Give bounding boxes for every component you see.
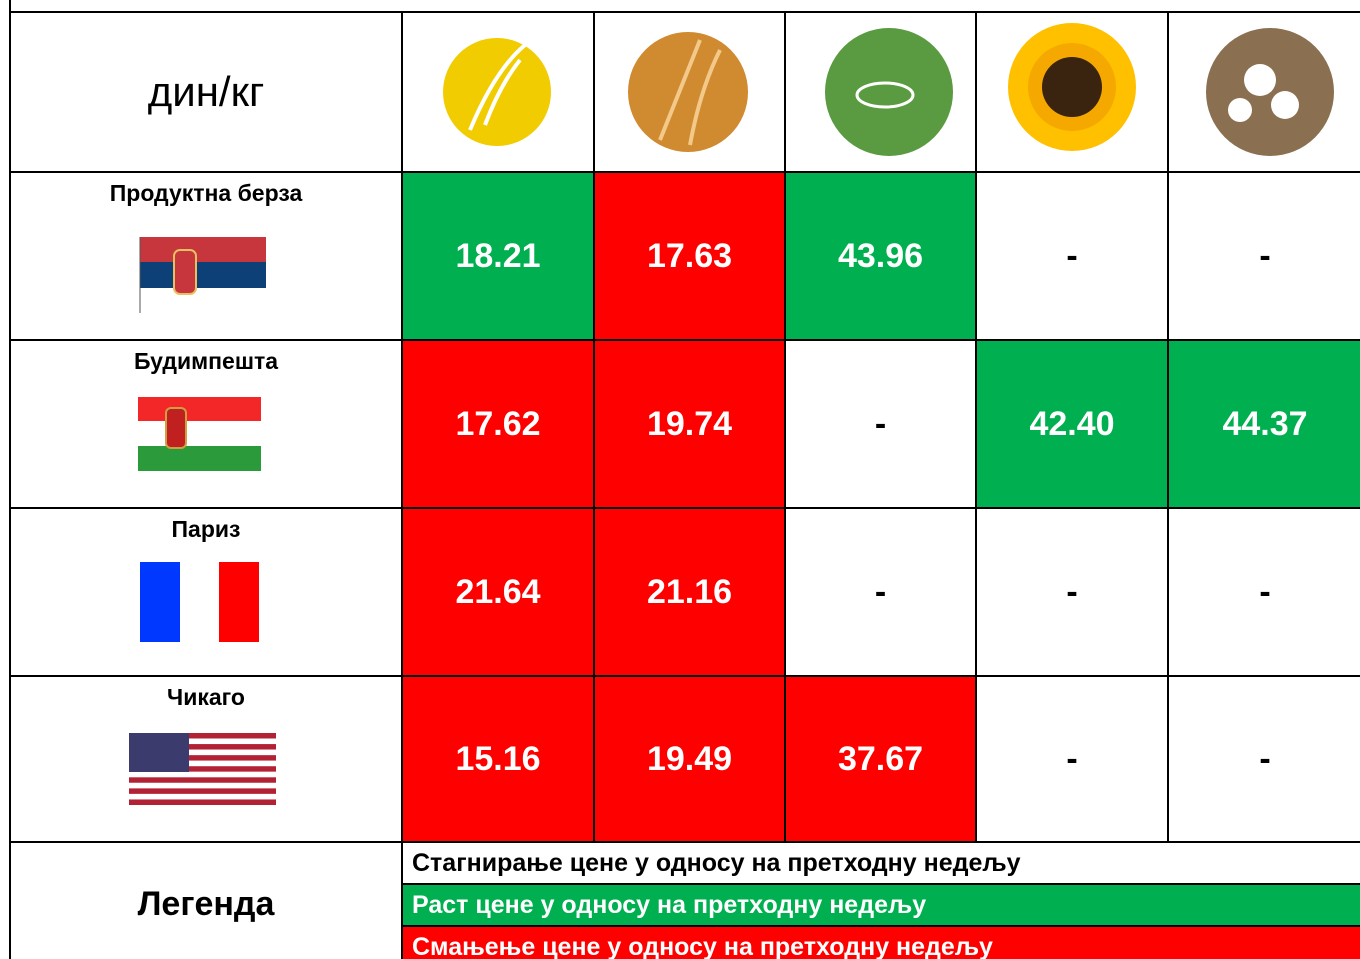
price-cell: 17.62 — [402, 340, 594, 508]
grid-line — [10, 11, 1360, 13]
grid-line — [10, 339, 1360, 341]
grid-line — [10, 507, 1360, 509]
price-cell: 43.96 — [785, 172, 976, 340]
page: дин/кгПродуктна берза18.2117.6343.96--Бу… — [0, 0, 1360, 959]
price-cell: 21.16 — [594, 508, 785, 676]
price-cell: - — [1168, 172, 1360, 340]
price-cell: 19.74 — [594, 340, 785, 508]
grid-line — [784, 12, 786, 842]
legend-item: Раст цене у односу на претходну недељу — [402, 884, 1360, 926]
grid-line — [10, 675, 1360, 677]
hungary-flag — [138, 397, 261, 471]
legend-item: Стагнирање цене у односу на претходну не… — [402, 842, 1360, 884]
grid-line — [975, 12, 977, 842]
wheat-icon — [628, 32, 748, 152]
grid-line — [10, 171, 1360, 173]
legend-title: Легенда — [10, 842, 402, 959]
grid-line — [401, 12, 403, 842]
price-cell: 15.16 — [402, 676, 594, 842]
price-cell: 21.64 — [402, 508, 594, 676]
price-cell: - — [976, 172, 1168, 340]
market-name: Париз — [10, 516, 402, 543]
usa-flag — [129, 733, 276, 805]
grid-line — [9, 0, 11, 959]
grid-line — [593, 12, 595, 842]
price-cell: 42.40 — [976, 340, 1168, 508]
price-cell: 19.49 — [594, 676, 785, 842]
grid-line — [401, 842, 403, 959]
price-cell: 44.37 — [1168, 340, 1360, 508]
grid-line — [402, 883, 1360, 885]
france-flag — [140, 562, 259, 642]
grid-line — [402, 925, 1360, 927]
unit-label: дин/кг — [10, 12, 402, 172]
price-cell: - — [976, 676, 1168, 842]
price-cell: 17.63 — [594, 172, 785, 340]
grid-line — [10, 841, 1360, 843]
serbia-flag — [140, 237, 266, 313]
grid-line — [1167, 12, 1169, 842]
price-cell: - — [785, 340, 976, 508]
price-cell: - — [785, 508, 976, 676]
price-cell: 18.21 — [402, 172, 594, 340]
market-name: Будимпешта — [10, 348, 402, 375]
corn-icon — [443, 38, 551, 146]
market-name: Чикаго — [10, 684, 402, 711]
sunflower-icon — [1008, 23, 1136, 151]
price-cell: 37.67 — [785, 676, 976, 842]
legend-item: Смањење цене у односу на претходну недељ… — [402, 926, 1360, 959]
market-name: Продуктна берза — [10, 180, 402, 207]
price-cell: - — [1168, 508, 1360, 676]
soy-icon — [825, 28, 953, 156]
price-cell: - — [1168, 676, 1360, 842]
price-cell: - — [976, 508, 1168, 676]
